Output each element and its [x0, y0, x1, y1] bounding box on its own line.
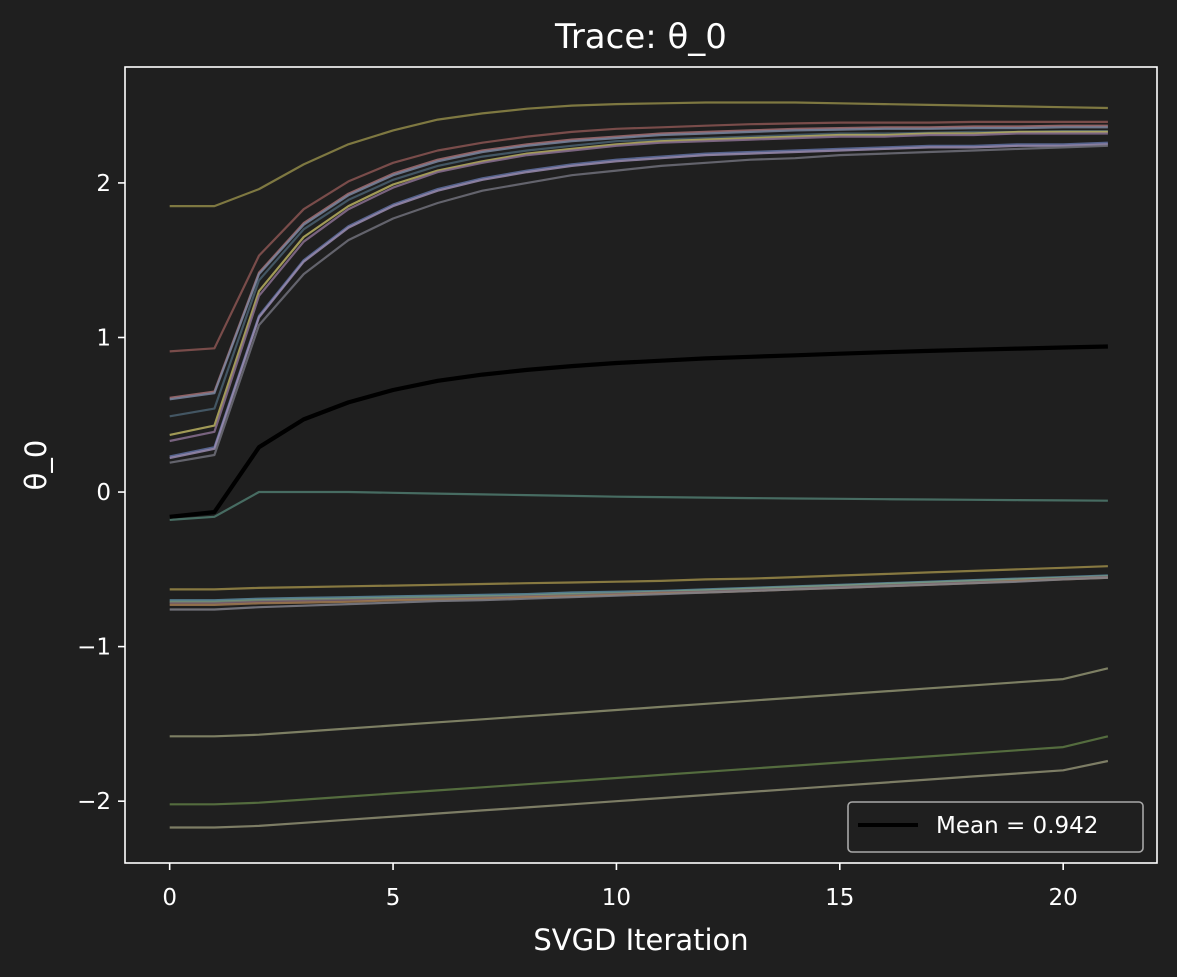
x-tick-label-10: 10: [602, 885, 631, 911]
y-tick-label-4: 2: [96, 171, 111, 197]
particle-line-4: [169, 130, 1108, 418]
y-axis-label: θ_0: [19, 440, 53, 491]
particle-line-2: [169, 124, 1108, 399]
particle-line-0: [169, 101, 1108, 208]
legend: Mean = 0.942: [847, 801, 1144, 853]
particle-line-16: [169, 576, 1108, 611]
chart-title: Trace: θ_0: [554, 17, 727, 57]
x-tick-label-20: 20: [1049, 885, 1078, 911]
particle-line-17: [169, 667, 1109, 738]
y-tick-label-2: 0: [96, 480, 111, 506]
plot-area-frame: [124, 66, 1158, 864]
y-tick-label-3: 1: [96, 325, 111, 351]
particle-line-8: [169, 143, 1108, 460]
mean-line-group: [169, 344, 1108, 519]
x-tick-label-15: 15: [825, 885, 854, 911]
x-axis-label: SVGD Iteration: [533, 923, 748, 957]
y-tick-label-1: −1: [77, 635, 111, 661]
legend-label-mean: Mean = 0.942: [936, 813, 1098, 839]
particle-line-18: [169, 735, 1109, 806]
y-tick-label-0: −2: [77, 789, 111, 815]
y-axis-ticks: −2 −1 0 1 2: [77, 171, 125, 815]
particle-line-11: [169, 565, 1108, 591]
x-tick-label-5: 5: [386, 885, 401, 911]
particle-line-9: [169, 144, 1108, 464]
particle-line-19: [169, 759, 1109, 829]
x-tick-label-0: 0: [162, 885, 177, 911]
particle-lines: [169, 101, 1109, 829]
mean-line: [169, 344, 1108, 519]
legend-box: [847, 801, 1144, 853]
particle-line-1: [169, 120, 1108, 353]
particle-line-7: [169, 141, 1108, 458]
particle-line-10: [169, 490, 1108, 521]
particle-line-3: [169, 126, 1108, 401]
particle-line-5: [169, 130, 1108, 436]
x-axis-ticks: 0 5 10 15 20: [162, 863, 1078, 911]
particle-line-6: [169, 132, 1108, 443]
